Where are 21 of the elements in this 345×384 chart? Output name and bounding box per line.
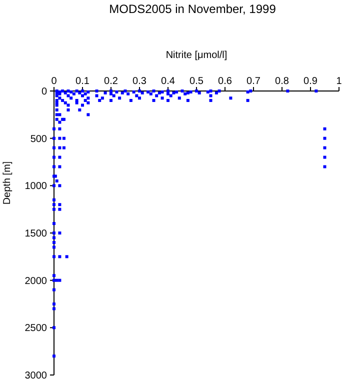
x-tick-label: 0.9 (304, 76, 318, 87)
y-tick-label: 3000 (24, 370, 48, 382)
x-tick-label: 0 (51, 76, 58, 87)
x-tick-label: 0.1 (76, 76, 90, 87)
chart-title: MODS2005 in November, 1999 (109, 2, 276, 16)
y-axis-title: Depth [m] (2, 161, 13, 205)
x-tick-label: 0.3 (132, 76, 147, 87)
y-tick-label: 2000 (24, 276, 48, 287)
x-tick-label: 0.7 (246, 76, 261, 87)
y-tick-label: 2500 (24, 323, 48, 334)
x-axis-title: Nitrite [μmol/l] (166, 50, 228, 61)
y-tick-label: 500 (30, 134, 48, 145)
x-tick-label: 0.8 (275, 76, 290, 87)
y-tick-label: 1500 (24, 228, 48, 240)
y-tick-label: 1000 (24, 181, 48, 192)
x-tick-label: 0.6 (218, 76, 232, 87)
x-tick-label: 1 (336, 76, 342, 87)
x-tick-label: 0.2 (104, 76, 118, 87)
y-tick-label: 0 (41, 86, 48, 98)
x-tick-label: 0.5 (190, 76, 204, 87)
x-tick-label: 0.4 (161, 76, 176, 87)
